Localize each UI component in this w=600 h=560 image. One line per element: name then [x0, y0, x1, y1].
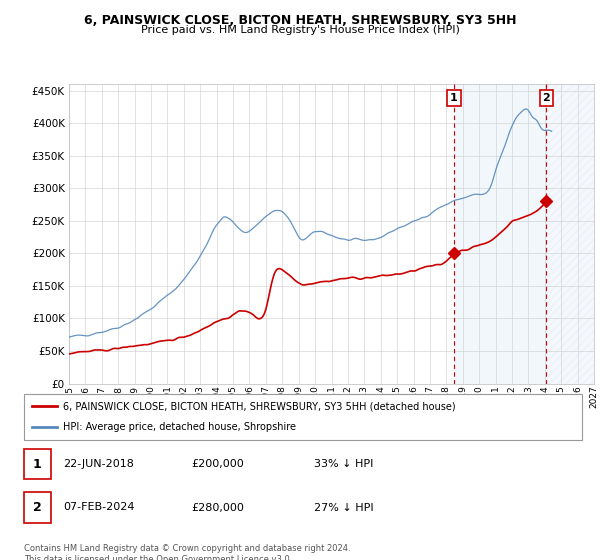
Bar	[547, 84, 594, 384]
Bar	[24, 449, 51, 479]
Text: 22-JUN-2018: 22-JUN-2018	[63, 459, 134, 469]
Text: 27% ↓ HPI: 27% ↓ HPI	[314, 502, 374, 512]
Text: HPI: Average price, detached house, Shropshire: HPI: Average price, detached house, Shro…	[63, 422, 296, 432]
Text: Contains HM Land Registry data © Crown copyright and database right 2024.
This d: Contains HM Land Registry data © Crown c…	[24, 544, 350, 560]
Text: £200,000: £200,000	[191, 459, 244, 469]
Text: 6, PAINSWICK CLOSE, BICTON HEATH, SHREWSBURY, SY3 5HH: 6, PAINSWICK CLOSE, BICTON HEATH, SHREWS…	[84, 14, 516, 27]
Text: 33% ↓ HPI: 33% ↓ HPI	[314, 459, 374, 469]
Bar	[24, 492, 51, 522]
Text: £280,000: £280,000	[191, 502, 244, 512]
Text: 2: 2	[542, 93, 550, 103]
Text: 6, PAINSWICK CLOSE, BICTON HEATH, SHREWSBURY, SY3 5HH (detached house): 6, PAINSWICK CLOSE, BICTON HEATH, SHREWS…	[63, 401, 455, 411]
Text: 1: 1	[33, 458, 42, 470]
Text: 1: 1	[450, 93, 458, 103]
Bar	[454, 84, 547, 384]
Text: 07-FEB-2024: 07-FEB-2024	[63, 502, 134, 512]
Text: 2: 2	[33, 501, 42, 514]
Text: Price paid vs. HM Land Registry's House Price Index (HPI): Price paid vs. HM Land Registry's House …	[140, 25, 460, 35]
